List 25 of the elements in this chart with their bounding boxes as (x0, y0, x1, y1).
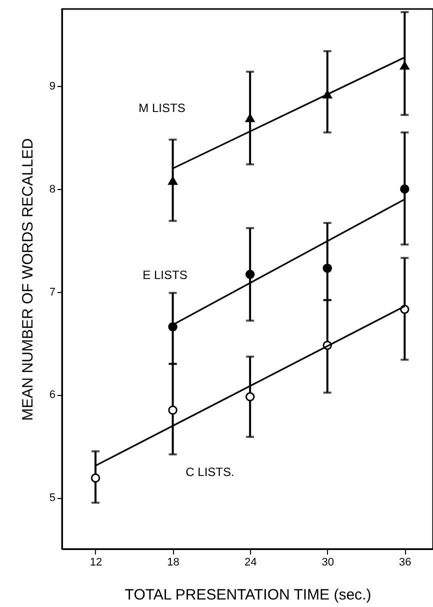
point (400, 184, 410, 194)
x-tick-label: 30 (322, 556, 334, 568)
point (168, 406, 178, 415)
point (245, 270, 255, 279)
y-tick-label: 8 (49, 184, 56, 196)
y-tick-label: 7 (49, 286, 56, 298)
x-tick-label: 24 (244, 556, 257, 568)
x-tick-label: 12 (90, 556, 102, 568)
x-axis-title: TOTAL PRESENTATION TIME (sec.) (124, 586, 372, 604)
x-tick-label: 18 (167, 556, 180, 568)
point (90, 473, 100, 483)
point (168, 322, 178, 332)
point (322, 264, 332, 273)
point (400, 61, 410, 70)
y-axis-title: MEAN NUMBER OF WORDS RECALLED (19, 138, 36, 421)
y-tick-label: 6 (49, 389, 56, 402)
point (168, 176, 178, 185)
annotation: M LISTS (138, 101, 186, 115)
x-tick-label: 36 (399, 556, 412, 568)
point (245, 392, 255, 402)
point (245, 114, 255, 122)
y-tick-label: 5 (49, 492, 56, 504)
annotation: C LISTS. (186, 465, 234, 479)
y-tick-label: 9 (49, 80, 56, 93)
annotation: E LISTS (142, 268, 188, 282)
